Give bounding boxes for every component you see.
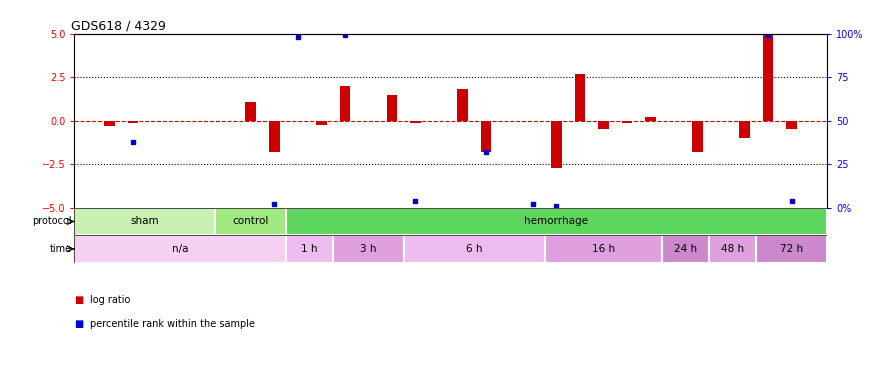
Bar bbox=[575, 74, 585, 121]
Bar bbox=[756, 235, 827, 262]
Text: 6 h: 6 h bbox=[466, 244, 482, 254]
Text: 16 h: 16 h bbox=[592, 244, 615, 254]
Bar bbox=[544, 235, 662, 262]
Bar bbox=[74, 235, 286, 262]
Bar bbox=[74, 208, 215, 235]
Text: sham: sham bbox=[130, 216, 159, 226]
Bar bbox=[340, 86, 350, 121]
Bar bbox=[410, 121, 421, 123]
Bar bbox=[387, 94, 397, 121]
Bar bbox=[333, 235, 403, 262]
Bar bbox=[763, 34, 774, 121]
Bar bbox=[104, 121, 115, 126]
Bar bbox=[645, 117, 655, 121]
Bar bbox=[551, 121, 562, 168]
Bar bbox=[403, 235, 544, 262]
Bar bbox=[692, 121, 703, 152]
Text: control: control bbox=[233, 216, 269, 226]
Bar bbox=[787, 121, 797, 129]
Bar bbox=[215, 208, 286, 235]
Bar bbox=[598, 121, 609, 129]
Text: 3 h: 3 h bbox=[360, 244, 376, 254]
Bar bbox=[286, 208, 827, 235]
Text: n/a: n/a bbox=[172, 244, 188, 254]
Text: percentile rank within the sample: percentile rank within the sample bbox=[90, 320, 256, 329]
Bar bbox=[739, 121, 750, 138]
Text: 24 h: 24 h bbox=[675, 244, 697, 254]
Bar bbox=[662, 235, 710, 262]
Text: protocol: protocol bbox=[32, 216, 72, 226]
Text: 72 h: 72 h bbox=[780, 244, 803, 254]
Bar bbox=[269, 121, 279, 152]
Bar bbox=[710, 235, 756, 262]
Bar bbox=[316, 121, 326, 125]
Bar bbox=[622, 121, 633, 123]
Bar bbox=[286, 235, 333, 262]
Text: ■: ■ bbox=[74, 295, 84, 305]
Bar bbox=[480, 121, 491, 152]
Text: ■: ■ bbox=[74, 320, 84, 329]
Text: GDS618 / 4329: GDS618 / 4329 bbox=[71, 20, 165, 33]
Text: hemorrhage: hemorrhage bbox=[524, 216, 589, 226]
Bar bbox=[457, 90, 467, 121]
Text: 1 h: 1 h bbox=[301, 244, 318, 254]
Text: time: time bbox=[50, 244, 72, 254]
Text: 48 h: 48 h bbox=[721, 244, 745, 254]
Bar bbox=[128, 121, 138, 123]
Bar bbox=[246, 102, 256, 121]
Text: log ratio: log ratio bbox=[90, 295, 130, 305]
